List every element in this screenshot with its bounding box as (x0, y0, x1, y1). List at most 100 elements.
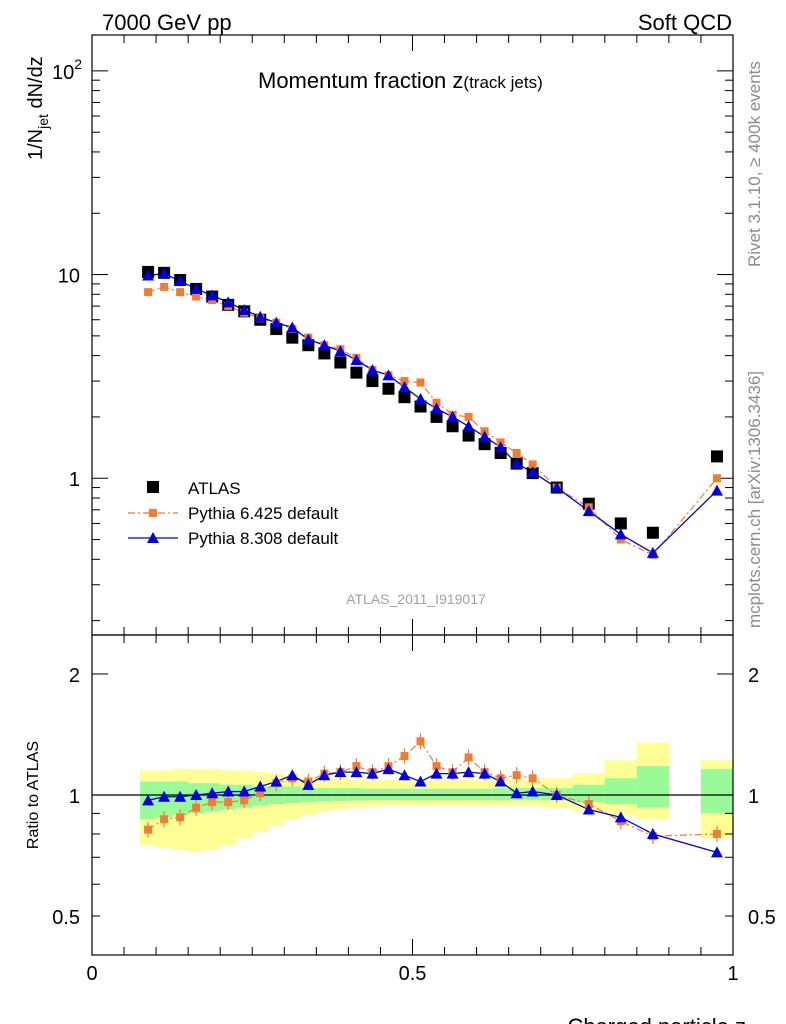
pythia8-point (398, 381, 411, 393)
atlas-point (366, 375, 379, 388)
pythia6-point (416, 378, 425, 387)
pythia8-point (222, 296, 235, 308)
atlas-point (614, 517, 627, 530)
pythia8-point (318, 339, 331, 351)
pythia6-point (400, 377, 409, 386)
ratio-pythia6-point (256, 789, 265, 798)
pythia8-point (142, 269, 155, 281)
ratio-pythia8-point (414, 775, 427, 787)
ratio-pythia8-point (350, 766, 363, 778)
pythia8-point (206, 289, 219, 301)
pythia8-point (238, 303, 251, 315)
legend-atlas-marker (147, 481, 159, 493)
ratio-pythia6-point (192, 803, 201, 812)
ratio-pythia6-point (432, 762, 441, 771)
ratio-pythia8-point (446, 767, 459, 779)
ratio-pythia8-point (366, 767, 379, 779)
legend-py6-label: Pythia 6.425 default (188, 504, 339, 523)
ratio-band-inner (572, 784, 606, 803)
pythia6-point (616, 535, 625, 544)
pythia8-point (710, 484, 723, 496)
ratio-pythia6-point (400, 752, 409, 761)
ratio-pythia6-point (224, 798, 233, 807)
pythia8-point (190, 282, 203, 294)
pythia8-point (582, 505, 595, 517)
tick-exponent: 2 (74, 56, 82, 72)
pythia8-point (646, 546, 659, 558)
ratio-pythia6-point (464, 753, 473, 762)
pythia8-point (254, 310, 267, 322)
analysis-label: ATLAS_2011_I919017 (346, 591, 486, 607)
ratio-pythia8-point (190, 789, 203, 800)
ratio-frame (91, 634, 734, 956)
ratio-pythia6-point (712, 829, 721, 838)
pythia8-point (614, 528, 627, 540)
ratio-pythia8-point (710, 846, 723, 858)
ratio-pythia8-point (526, 785, 539, 797)
atlas-point (462, 429, 475, 442)
ratio-pythia6-point (208, 798, 217, 807)
pythia8-point (270, 316, 283, 328)
ratio-y-tick-label-right: 0.5 (748, 907, 776, 929)
atlas-point (446, 420, 459, 433)
ratio-pythia8-point (254, 780, 267, 792)
pythia6-point (192, 292, 201, 301)
ratio-y-axis-label: Ratio to ATLAS (25, 741, 42, 849)
ratio-series-layer (142, 733, 723, 858)
legend-py8-marker (147, 532, 159, 543)
ratio-pythia6-point (352, 762, 361, 771)
pythia6-point (512, 449, 521, 458)
ratio-pythia8-point (582, 803, 595, 815)
main-title-var: z (452, 68, 463, 93)
ratio-pythia8-point (494, 775, 507, 787)
ratio-panel: 0.5 0.5 1 1 2 2 0 0.5 1 Ratio to ATLAS Charged p… (25, 634, 776, 1024)
pythia6-point (144, 288, 153, 297)
atlas-point (646, 526, 659, 539)
main-y-tick-label: 10 (58, 266, 80, 288)
ratio-pythia8-point (206, 787, 219, 799)
ratio-pythia8-point (614, 811, 627, 823)
x-tick-label: 0 (86, 963, 97, 985)
ratio-pythia6-point (176, 813, 185, 822)
pythia8-point (174, 274, 187, 286)
x-axis-label: Charged particle z (567, 1014, 746, 1024)
main-title-sub: (track jets) (463, 73, 542, 92)
ratio-pythia6-point (240, 796, 249, 805)
ratio-pythia8-point (270, 775, 283, 787)
main-series-layer (142, 265, 723, 559)
ratio-band-inner (604, 778, 638, 804)
y-label-sub: jet (35, 114, 51, 130)
pythia8-point (446, 410, 459, 422)
pythia8-point (414, 392, 427, 404)
main-y-axis-label: 1/Njet dN/dz (25, 56, 51, 160)
pythia8-point (430, 402, 443, 414)
pythia8-point (550, 481, 563, 493)
main-y-tick-label: 102 (52, 56, 82, 84)
ratio-pythia8-point (158, 790, 171, 802)
main-title-text: Momentum fraction (258, 68, 452, 93)
pythia8-point (526, 466, 539, 478)
pythia6-point (464, 412, 473, 421)
ratio-pythia6-point (144, 825, 153, 834)
ratio-pythia8-point (478, 767, 491, 779)
atlas-point (286, 331, 299, 344)
pythia8-point (366, 363, 379, 375)
pythia8-point (494, 441, 507, 453)
atlas-point (334, 356, 347, 369)
main-title: Momentum fraction z(track jets) (258, 68, 543, 93)
pythia8-point (302, 333, 315, 345)
atlas-point (350, 366, 363, 379)
x-tick-label: 1 (727, 963, 738, 985)
pythia8-point (334, 345, 347, 357)
legend-py8-label: Pythia 8.308 default (188, 529, 339, 548)
ratio-pythia8-point (334, 766, 347, 778)
mcplots-label: mcplots.cern.ch [arXiv:1306.3436] (745, 371, 764, 628)
atlas-point (382, 382, 395, 395)
pythia8-point (286, 321, 299, 333)
atlas-point (430, 410, 443, 423)
ratio-band-inner (636, 766, 670, 808)
ratio-y-tick-label: 0.5 (52, 907, 80, 929)
atlas-point (710, 450, 723, 463)
pythia6-point (712, 474, 721, 483)
atlas-point (318, 347, 331, 360)
